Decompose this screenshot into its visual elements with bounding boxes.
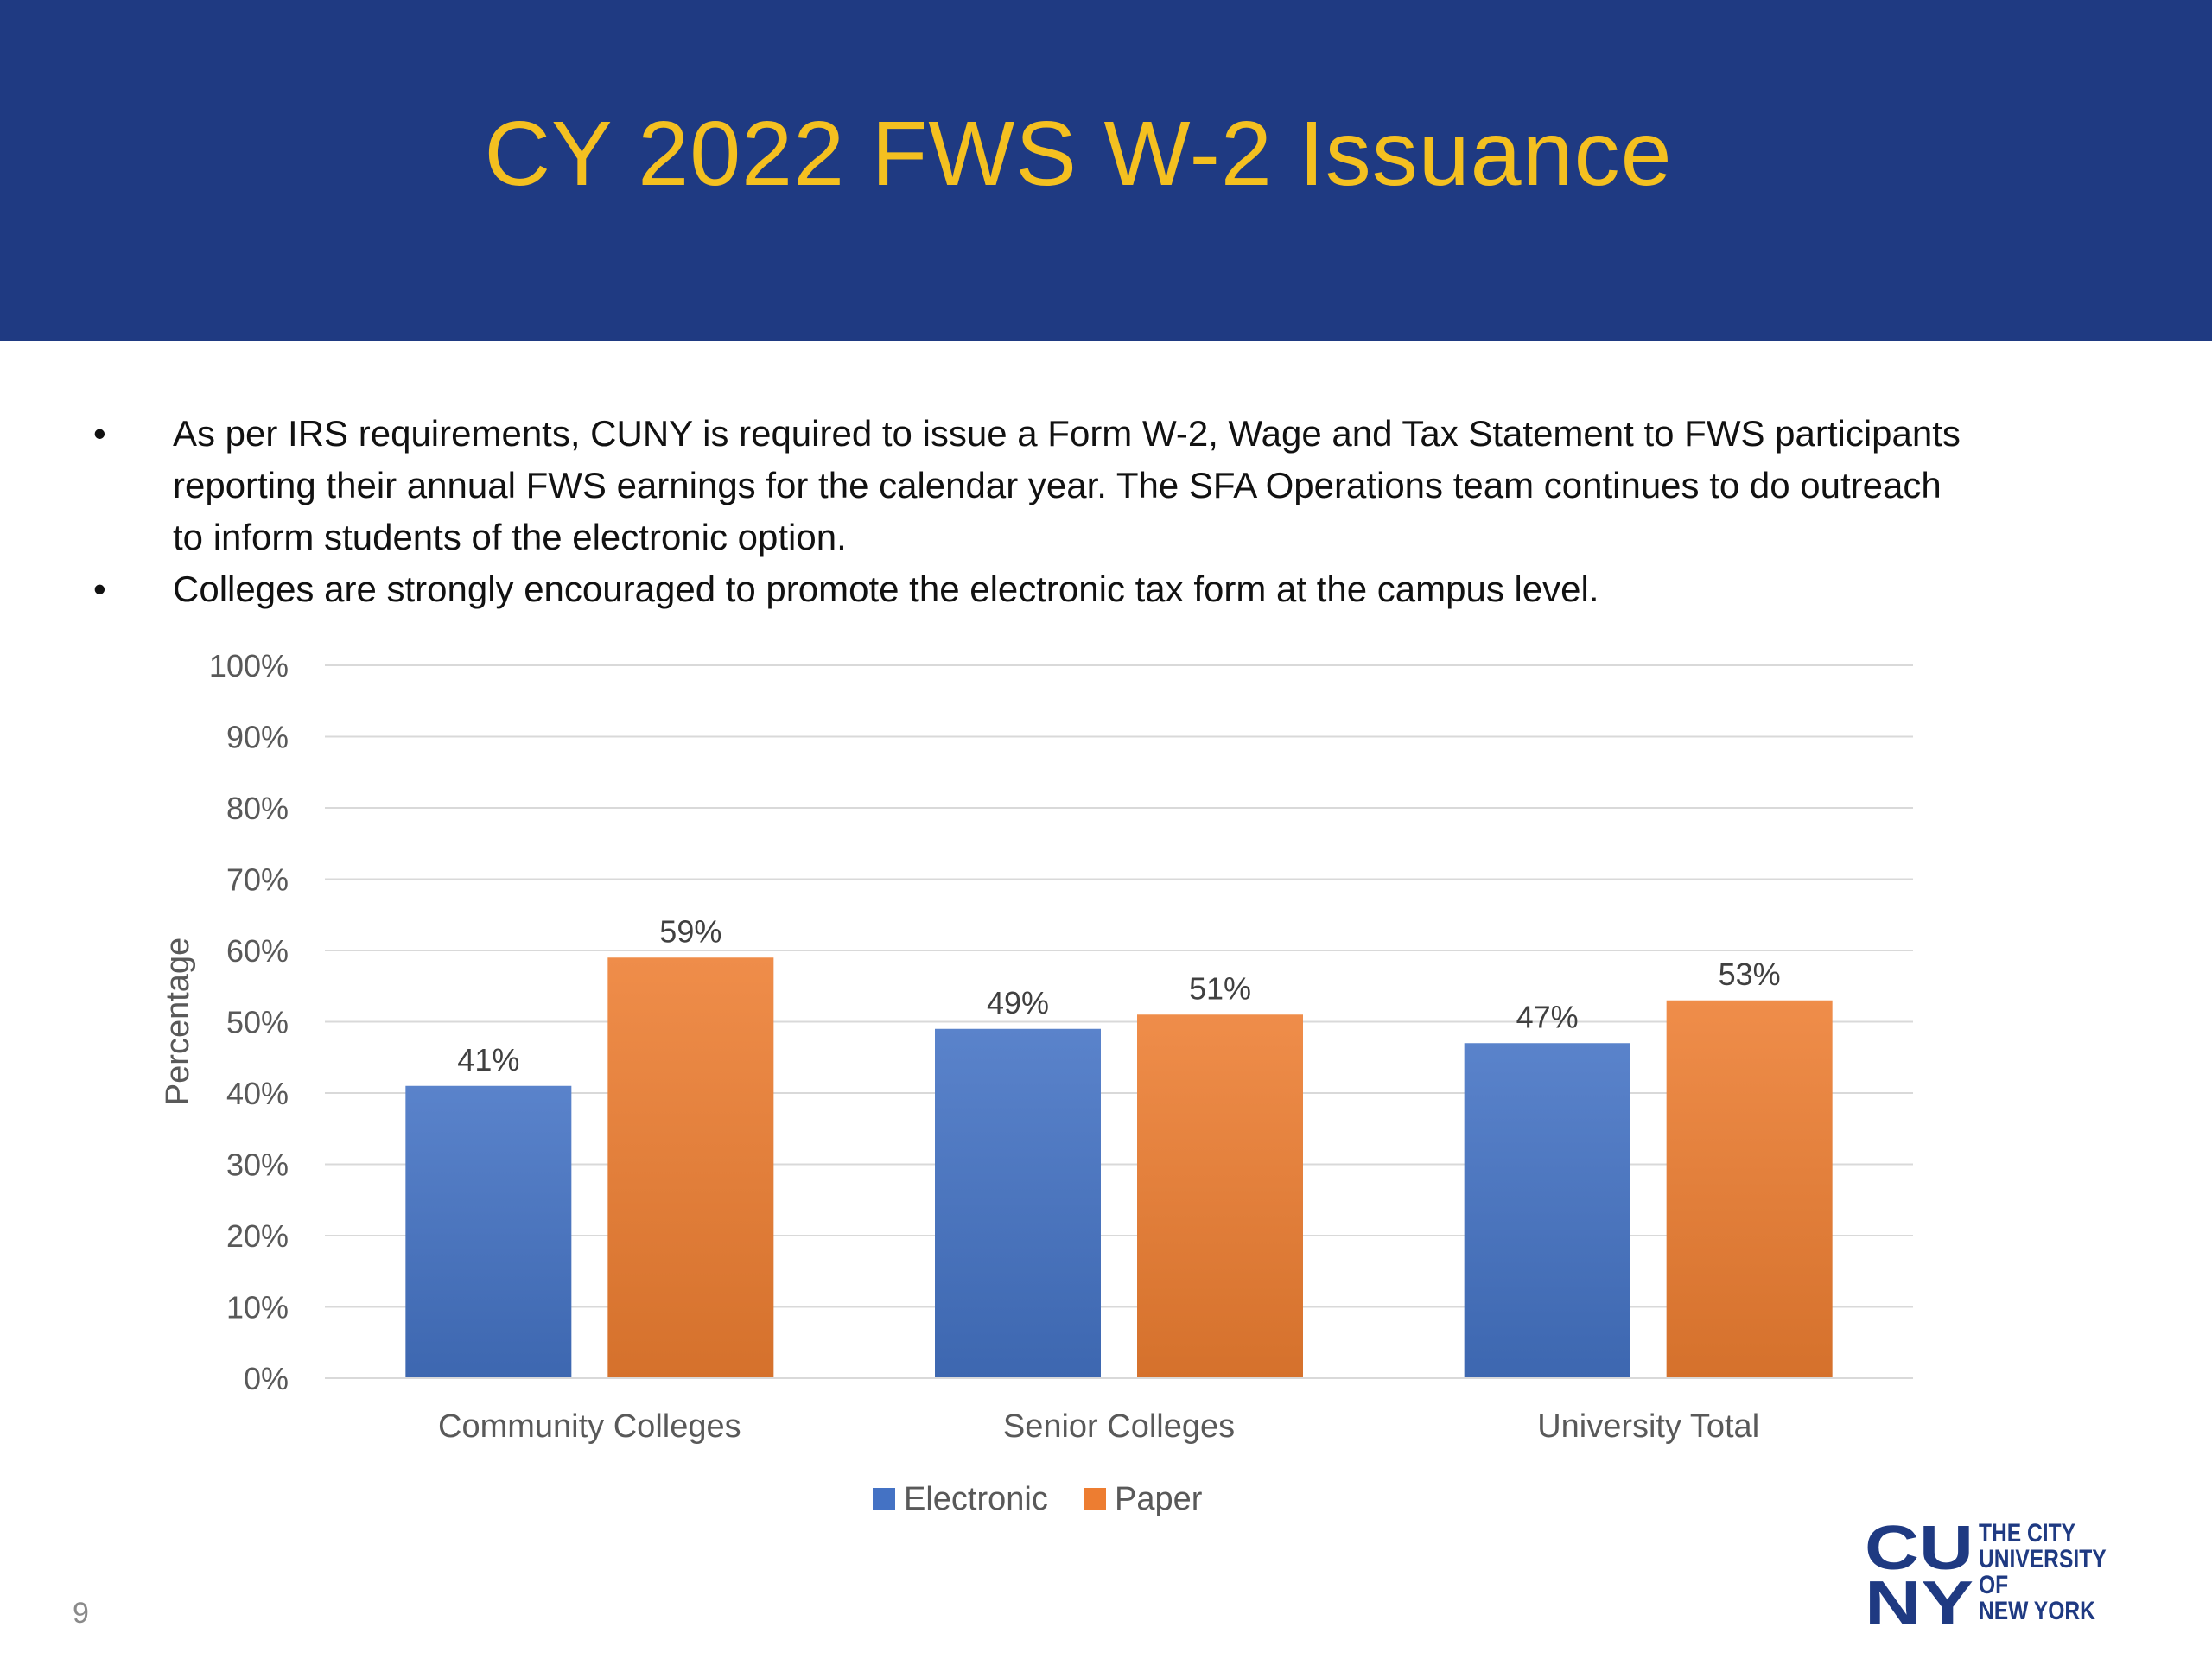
logo-wordmark: THE CITY UNIVERSITY OF NEW YORK (1979, 1519, 2107, 1625)
y-tick-label: 90% (226, 720, 289, 755)
slide-number: 9 (73, 1597, 89, 1630)
bullet-dot: • (93, 413, 106, 454)
x-category-label: Community Colleges (438, 1408, 741, 1445)
y-tick-label: 40% (226, 1076, 289, 1111)
data-label: 49% (987, 985, 1049, 1020)
x-category-label: Senior Colleges (1003, 1408, 1235, 1445)
data-label: 41% (457, 1042, 519, 1077)
logo-line: NEW YORK (1979, 1597, 2095, 1625)
y-axis-title: Percentage (160, 938, 196, 1105)
bar-paper (607, 957, 774, 1378)
y-tick-label: 0% (244, 1361, 289, 1396)
bar-paper (1137, 1014, 1303, 1378)
logo-line: OF (1979, 1571, 2009, 1599)
bar-electronic (1464, 1043, 1630, 1378)
slide-title: CY 2022 FWS W-2 Issuance (484, 103, 1673, 205)
y-tick-label: 50% (226, 1005, 289, 1040)
y-tick-label: 10% (226, 1290, 289, 1325)
logo-mark-top: CU (1865, 1519, 1974, 1583)
bullet-dot: • (93, 569, 106, 609)
y-tick-label: 30% (226, 1147, 289, 1183)
title-banner (0, 0, 2212, 341)
data-label: 53% (1719, 957, 1781, 992)
y-tick-label: 100% (209, 648, 289, 683)
y-tick-label: 80% (226, 791, 289, 826)
logo-mark-bottom: NY (1865, 1569, 1974, 1626)
y-tick-label: 70% (226, 862, 289, 898)
bullet-text: Colleges are strongly encouraged to prom… (173, 569, 1599, 609)
legend-label: Paper (1115, 1481, 1203, 1517)
bullet-item: • As per IRS requirements, CUNY is requi… (93, 408, 1977, 563)
y-tick-label: 60% (226, 933, 289, 969)
legend-swatch-electronic (873, 1488, 895, 1510)
data-label: 47% (1516, 999, 1579, 1034)
legend-label: Electronic (904, 1481, 1048, 1517)
cuny-logo-mark: CU NY (1865, 1519, 1974, 1626)
logo-line: UNIVERSITY (1979, 1545, 2107, 1573)
data-label: 59% (659, 913, 721, 949)
data-label: 51% (1189, 970, 1251, 1006)
bullet-text: As per IRS requirements, CUNY is require… (173, 413, 1961, 557)
cuny-logo: CU NY THE CITY UNIVERSITY OF NEW YORK (1865, 1519, 2115, 1626)
x-category-label: University Total (1537, 1408, 1759, 1445)
bar-electronic (405, 1085, 572, 1378)
logo-line: THE CITY (1979, 1519, 2076, 1548)
bar-electronic (935, 1028, 1101, 1378)
legend-swatch-paper (1084, 1488, 1106, 1510)
y-tick-label: 20% (226, 1218, 289, 1254)
bar-paper (1666, 1000, 1833, 1378)
bullet-list: • As per IRS requirements, CUNY is requi… (93, 408, 1977, 615)
bullet-item: • Colleges are strongly encouraged to pr… (93, 563, 1977, 615)
